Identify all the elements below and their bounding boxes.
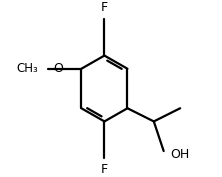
Text: F: F xyxy=(101,163,108,176)
Text: CH₃: CH₃ xyxy=(17,62,39,75)
Text: OH: OH xyxy=(170,148,190,161)
Text: O: O xyxy=(53,62,63,75)
Text: F: F xyxy=(101,1,108,14)
